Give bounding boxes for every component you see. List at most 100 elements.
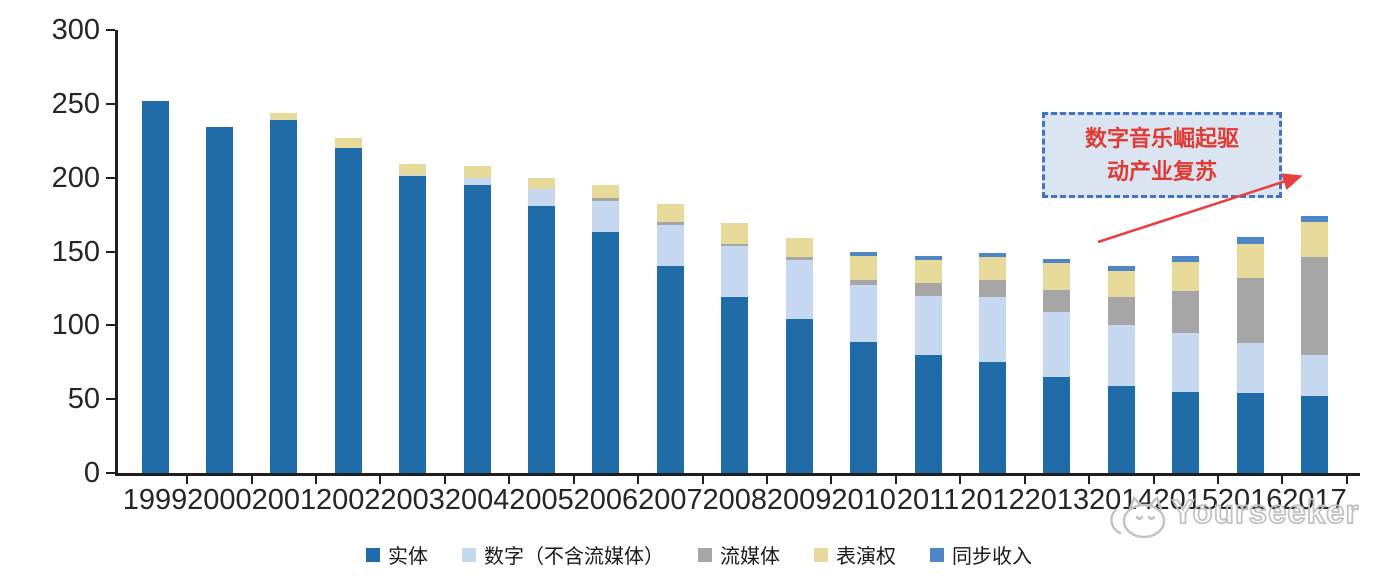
bar-segment-表演权-2017 [1301, 221, 1329, 258]
bar-segment-数字（不含流媒体）-2014 [1107, 325, 1135, 386]
bar-segment-流媒体-2016 [1236, 278, 1264, 344]
bar-segment-同步收入-2015 [1172, 255, 1200, 262]
x-axis-label: 2013 [1024, 484, 1090, 516]
y-axis-label: 0 [83, 457, 100, 489]
bar-segment-数字（不含流媒体）-2009 [785, 260, 813, 320]
bar-segment-数字（不含流媒体）-2012 [978, 297, 1006, 363]
bar-segment-数字（不含流媒体）-2004 [463, 177, 491, 186]
bar-segment-表演权-2002 [334, 137, 362, 149]
bar-segment-实体-2008 [721, 297, 749, 473]
x-axis-label: 2016 [1217, 484, 1283, 516]
y-axis-tick [106, 176, 115, 179]
y-axis-tick [106, 29, 115, 31]
x-axis-label: 2004 [444, 484, 510, 516]
bar-segment-表演权-2006 [592, 185, 620, 199]
annotation-line2: 动产业复苏 [1106, 159, 1217, 184]
legend-item-实体: 实体 [366, 540, 428, 569]
x-axis-tick [508, 476, 511, 484]
bar-segment-流媒体-2014 [1107, 297, 1135, 326]
y-axis-tick [106, 250, 115, 253]
x-axis-label: 2000 [187, 484, 252, 516]
bar-segment-表演权-2008 [721, 223, 749, 245]
annotation-arrow [1097, 173, 1303, 244]
bar-segment-流媒体-2011 [914, 282, 942, 296]
bar-segment-实体-2004 [463, 185, 491, 473]
legend-item-表演权: 表演权 [814, 540, 896, 569]
x-axis-label: 1999 [122, 484, 188, 516]
y-axis-label: 250 [51, 87, 100, 120]
x-axis-label: 2007 [638, 484, 703, 516]
x-axis-label: 2003 [380, 484, 445, 516]
legend-label: 表演权 [836, 546, 896, 568]
bar-segment-流媒体-2017 [1301, 257, 1329, 355]
x-axis-tick [443, 476, 446, 484]
bar-segment-同步收入-2014 [1107, 266, 1135, 271]
y-axis-label: 300 [51, 14, 100, 46]
bar-segment-实体-2000 [205, 127, 233, 473]
bar-segment-流媒体-2009 [785, 257, 813, 261]
x-axis-label: 2012 [960, 484, 1025, 516]
bar-segment-流媒体-2008 [721, 244, 749, 246]
bar-segment-数字（不含流媒体）-2005 [528, 189, 556, 206]
bar-segment-表演权-2001 [270, 112, 298, 121]
x-axis-tick [959, 476, 962, 484]
bar-segment-数字（不含流媒体）-2013 [1043, 312, 1071, 377]
bar-segment-数字（不含流媒体）-2007 [656, 224, 684, 267]
bar-segment-同步收入-2016 [1236, 236, 1264, 245]
x-axis-line [115, 473, 1360, 476]
y-axis-label: 150 [51, 235, 100, 268]
bar-segment-同步收入-2013 [1043, 258, 1071, 264]
x-axis-tick [1152, 476, 1155, 484]
bar-segment-流媒体-2013 [1043, 289, 1071, 313]
legend-swatch [698, 547, 712, 562]
legend-item-同步收入: 同步收入 [930, 540, 1032, 569]
y-axis-label: 200 [51, 161, 100, 194]
x-axis-tick [1345, 476, 1348, 484]
bar-segment-数字（不含流媒体）-2010 [850, 285, 878, 342]
bar-segment-实体-2015 [1172, 391, 1200, 473]
bar-segment-表演权-2005 [528, 177, 556, 190]
bar-segment-同步收入-2017 [1301, 216, 1329, 222]
y-axis-tick [106, 102, 115, 105]
legend-label: 实体 [388, 546, 428, 568]
bar-segment-实体-2006 [592, 232, 620, 473]
bar-segment-同步收入-2010 [850, 251, 878, 256]
legend-label: 同步收入 [952, 546, 1032, 568]
x-axis-tick [1281, 476, 1284, 484]
bar-segment-实体-2014 [1107, 385, 1135, 473]
bar-segment-数字（不含流媒体）-2008 [721, 245, 749, 298]
x-axis-label: 2014 [1089, 484, 1154, 516]
x-axis-tick [1088, 476, 1091, 484]
x-axis-label: 2009 [766, 484, 832, 516]
bar-segment-实体-2001 [270, 120, 298, 473]
bar-segment-表演权-2007 [656, 204, 684, 222]
legend-item-数字（不含流媒体）: 数字（不含流媒体） [462, 540, 664, 569]
bar-segment-表演权-2012 [978, 257, 1006, 280]
bar-segment-实体-2010 [850, 341, 878, 473]
annotation-callout: 数字音乐崛起驱 动产业复苏 [1042, 112, 1282, 198]
y-axis-line [115, 30, 118, 476]
bar-segment-表演权-2003 [399, 164, 427, 175]
bar-segment-实体-2005 [528, 205, 556, 473]
annotation-line1: 数字音乐崛起驱 [1084, 126, 1239, 151]
legend-swatch [930, 547, 944, 562]
y-axis-label: 100 [51, 309, 100, 342]
x-axis-tick [1216, 476, 1219, 484]
x-axis-tick [894, 476, 897, 484]
x-axis-label: 2001 [251, 484, 317, 516]
x-axis-tick [1023, 476, 1026, 484]
x-axis-label: 2010 [831, 484, 896, 516]
bar-segment-流媒体-2012 [978, 279, 1006, 298]
bar-segment-实体-2009 [785, 319, 813, 473]
x-axis-label: 2015 [1153, 484, 1218, 516]
bar-segment-流媒体-2015 [1172, 291, 1200, 333]
bar-segment-表演权-2014 [1107, 270, 1135, 298]
x-axis-tick [315, 476, 318, 484]
x-axis-label: 2005 [509, 484, 574, 516]
bar-segment-实体-2002 [334, 148, 362, 473]
y-axis-tick [106, 398, 115, 401]
bar-segment-实体-2003 [399, 176, 427, 473]
bar-segment-实体-2011 [914, 354, 942, 473]
y-axis-tick [106, 472, 115, 474]
legend-swatch [462, 547, 476, 562]
